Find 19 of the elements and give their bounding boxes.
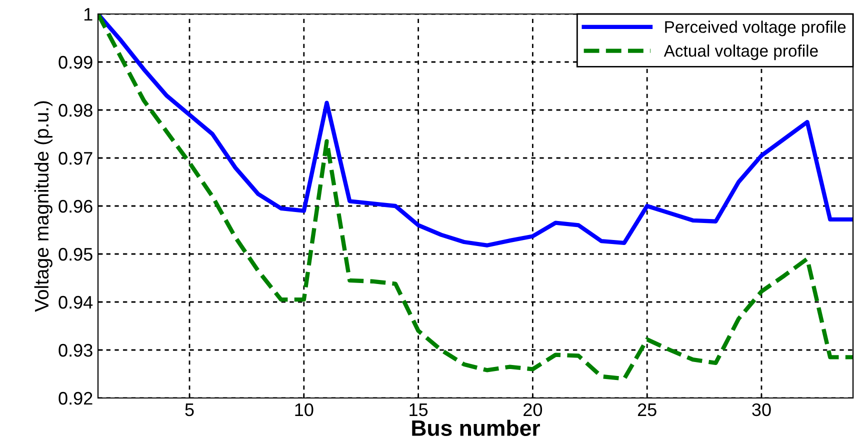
y-tick-label: 0.99: [58, 56, 92, 69]
x-tick-label: 30: [752, 403, 771, 416]
x-axis-title: Bus number: [412, 420, 540, 436]
y-tick-label: 1: [84, 8, 92, 21]
y-tick-label: 0.98: [58, 104, 92, 117]
legend-label: Perceived voltage profile: [665, 20, 846, 36]
y-tick-label: 0.92: [58, 392, 92, 405]
x-tick-label: 25: [638, 403, 656, 416]
y-tick-label: 0.96: [58, 200, 92, 213]
y-tick-label: 0.97: [58, 152, 92, 165]
y-axis-title: Voltage magnitude (p.u.): [34, 101, 52, 312]
y-tick-label: 0.95: [58, 248, 92, 261]
x-tick-label: 20: [524, 403, 542, 416]
x-tick-label: 5: [185, 404, 194, 416]
y-tick-label: 0.93: [58, 344, 92, 357]
legend-label: Actual voltage profile: [664, 44, 818, 60]
x-tick-label: 15: [410, 404, 428, 416]
y-tick-label: 0.94: [58, 296, 93, 309]
x-tick-label: 10: [295, 403, 314, 416]
